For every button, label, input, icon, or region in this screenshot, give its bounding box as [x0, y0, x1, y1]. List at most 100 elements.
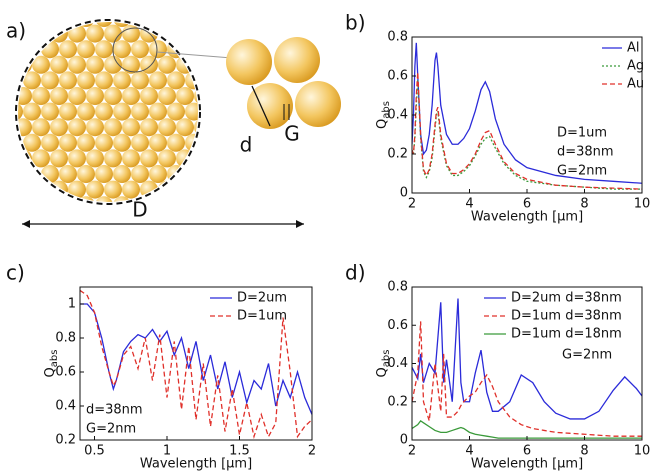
- diagram-label: G: [284, 122, 300, 146]
- particle: [104, 87, 122, 105]
- particle: [23, 134, 41, 152]
- x-tick-label: 10: [634, 444, 651, 459]
- particle: [158, 118, 176, 136]
- particle: [32, 87, 50, 105]
- particle: [95, 165, 113, 183]
- x-axis-label: Wavelength [µm]: [471, 210, 583, 225]
- particle: [77, 71, 95, 89]
- particle: [167, 71, 185, 89]
- particle: [59, 134, 77, 152]
- particle: [77, 40, 95, 58]
- particle: [140, 149, 158, 167]
- y-axis-label: Qabs: [375, 101, 393, 129]
- particle: [32, 118, 50, 136]
- y-axis-label-main: Q: [375, 367, 390, 377]
- particle: [226, 39, 272, 85]
- particle: [176, 118, 194, 136]
- particle: [41, 40, 59, 58]
- particle: [68, 149, 86, 167]
- y-tick-label: 0.8: [387, 30, 408, 45]
- particle: [158, 149, 176, 167]
- particle: [167, 103, 185, 121]
- particle: [113, 40, 131, 58]
- particle: [41, 103, 59, 121]
- particle: [122, 118, 140, 136]
- particle: [95, 196, 113, 214]
- particle: [167, 40, 185, 58]
- particle: [77, 103, 95, 121]
- particle: [14, 149, 32, 167]
- annotation: d=38nm: [557, 145, 614, 160]
- particle: [158, 56, 176, 74]
- particle: [86, 149, 104, 167]
- y-tick-label: 1: [68, 297, 76, 312]
- particle: [104, 181, 122, 199]
- legend-label: D=1um d=18nm: [511, 327, 622, 342]
- particle: [149, 71, 167, 89]
- particle: [50, 87, 68, 105]
- particle: [140, 181, 158, 199]
- x-axis-label: Wavelength [µm]: [471, 457, 583, 471]
- panel-label: b): [345, 11, 366, 35]
- particle: [95, 40, 113, 58]
- particle: [68, 56, 86, 74]
- particle: [158, 87, 176, 105]
- y-tick-label: 0.2: [55, 433, 76, 448]
- particle: [14, 56, 32, 74]
- y-tick-label: 0: [400, 433, 408, 448]
- particle: [86, 25, 104, 43]
- y-axis-label: Qabs: [43, 350, 61, 378]
- particle: [50, 56, 68, 74]
- particle: [104, 149, 122, 167]
- particle: [50, 118, 68, 136]
- particle: [77, 134, 95, 152]
- legend-label: Al: [627, 41, 640, 56]
- annotation: d=38nm: [86, 403, 143, 418]
- particle: [68, 118, 86, 136]
- plot-frame: [412, 37, 642, 193]
- particle: [122, 56, 140, 74]
- particle: [68, 87, 86, 105]
- panel-label: a): [6, 19, 26, 43]
- series-line: [412, 72, 642, 189]
- legend-label: D=1um d=38nm: [511, 309, 622, 324]
- particle: [122, 181, 140, 199]
- annotation: G=2nm: [557, 164, 607, 179]
- particle: [113, 134, 131, 152]
- y-axis-label: Qabs: [375, 350, 393, 378]
- particle: [95, 9, 113, 27]
- y-axis-label-main: Q: [43, 367, 58, 377]
- particle: [122, 87, 140, 105]
- x-axis-label: Wavelength [µm]: [140, 457, 252, 471]
- legend-label: Au: [627, 77, 644, 92]
- figure: a) D d G b)24681000.20.40.60.8Wavelength…: [0, 0, 654, 471]
- y-axis-label-main: Q: [375, 119, 390, 129]
- particle: [77, 165, 95, 183]
- particle: [86, 181, 104, 199]
- diagram-label: d: [240, 133, 253, 157]
- particle: [113, 71, 131, 89]
- particle: [104, 118, 122, 136]
- particle-array: [5, 9, 212, 214]
- particle: [86, 87, 104, 105]
- panel-label: c): [6, 261, 25, 285]
- particle: [295, 81, 341, 127]
- particle: [104, 25, 122, 43]
- y-tick-label: 0: [400, 186, 408, 201]
- particle: [131, 103, 149, 121]
- particle: [149, 103, 167, 121]
- y-tick-label: 0.6: [387, 69, 408, 84]
- particle: [274, 37, 320, 83]
- particle: [149, 165, 167, 183]
- y-tick-label: 0.6: [387, 318, 408, 333]
- x-tick-label: 2: [408, 197, 416, 212]
- particle: [131, 40, 149, 58]
- annotation: D=1um: [557, 126, 607, 141]
- particle: [32, 56, 50, 74]
- particle: [23, 71, 41, 89]
- particle: [167, 134, 185, 152]
- particle: [113, 196, 131, 214]
- y-axis-label-sub: abs: [381, 101, 392, 119]
- x-tick-label: 10: [634, 197, 651, 212]
- particle: [122, 25, 140, 43]
